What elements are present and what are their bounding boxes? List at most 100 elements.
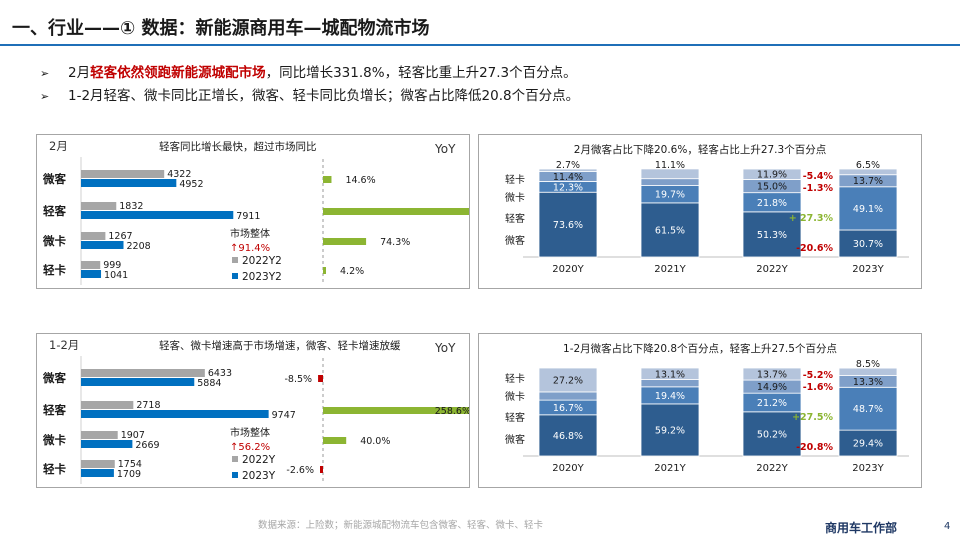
segment-value-label: 49.1%: [853, 204, 883, 215]
segment-value-label: 30.7%: [853, 239, 883, 250]
segment-value-label: 48.7%: [853, 404, 883, 415]
stack-segment: [838, 386, 898, 431]
period-label: 1-2月: [49, 338, 79, 352]
stack-segment: [742, 168, 802, 180]
data-source-note: 数据来源：上险数；新能源城配物流车包含微客、轻客、微卡、轻卡: [258, 520, 544, 531]
segment-name-label: 微卡: [505, 191, 525, 204]
yoy-value-label: -2.6%: [286, 465, 314, 476]
ytd-volume-chart: 1-2月 轻客、微卡增速高于市场增速，微客、轻卡增速放缓 YoY 微客 64335884…: [42, 338, 473, 484]
share-change-label: -5.2%: [803, 370, 834, 381]
year-label: 2021Y: [654, 264, 686, 275]
segment-value-label: 46.8%: [553, 431, 583, 442]
yoy-value-label: 40.0%: [360, 436, 390, 447]
bar-curr: [81, 410, 269, 418]
legend-swatch-curr: [232, 472, 238, 478]
bar-prev-value: 4322: [167, 169, 191, 180]
category-label: 微客: [42, 371, 66, 385]
yoy-value-label: 14.6%: [345, 175, 375, 186]
market-total-label: 市场整体: [230, 227, 270, 240]
yoy-bar: [320, 466, 323, 473]
bar-prev: [81, 431, 118, 439]
category-label: 轻客: [43, 403, 66, 417]
share-change-label: -20.8%: [796, 442, 833, 453]
segment-value-label: 50.2%: [757, 429, 787, 440]
department-label: 商用车工作部: [825, 521, 898, 535]
bar-curr: [81, 241, 124, 249]
panel-ytd-volume: 1-2月 轻客、微卡增速高于市场增速，微客、轻卡增速放缓 YoY 微客 6433 5884…: [36, 333, 473, 488]
bar-curr-value: 2669: [135, 440, 159, 451]
bar-prev-value: 999: [103, 260, 121, 271]
panel-feb-volume: 2月 轻客同比增长最快，超过市场同比 YoY 微客 4322 4952 轻客 1832 7911…: [36, 134, 516, 289]
bar-curr: [81, 469, 114, 477]
yoy-bar: [318, 375, 323, 382]
segment-name-label: 轻客: [505, 411, 525, 424]
segment-value-label: 21.8%: [757, 198, 787, 209]
segment-name-label: 轻客: [505, 212, 525, 225]
segment-value-label: 19.7%: [655, 190, 685, 201]
segment-value-label: 27.2%: [553, 375, 583, 386]
yoy-bar: [323, 267, 326, 274]
stack-segment: [538, 367, 598, 393]
yoy-value-label: 4.2%: [340, 266, 364, 277]
bar-prev: [81, 232, 106, 240]
bar-prev: [81, 369, 205, 377]
legend-swatch-prev: [232, 456, 238, 462]
segment-value-label: 14.9%: [757, 382, 787, 393]
bullet-2: ➢ 1-2月轻客、微卡同比正增长，微客、轻卡同比负增长；微客占比降低20.8个百分…: [40, 85, 579, 108]
bar-prev-value: 6433: [208, 368, 232, 379]
page-title: 一、行业——① 数据：新能源商用车—城配物流市场: [12, 18, 430, 39]
bar-prev: [81, 261, 101, 269]
stack-segment: [640, 403, 700, 457]
yoy-bar: [323, 407, 473, 414]
legend-label-curr: 2023Y2: [242, 271, 282, 283]
year-label: 2021Y: [654, 463, 686, 474]
stack-segment: [538, 414, 598, 457]
share-change-label: -1.6%: [803, 382, 834, 393]
bar-curr-value: 9747: [272, 410, 296, 421]
yoy-bar: [323, 437, 347, 444]
arrow-bullet-icon: ➢: [40, 67, 50, 80]
stack-segment: [838, 229, 898, 258]
market-total-change: ↑56.2%: [230, 442, 270, 453]
segment-value-label: 73.6%: [553, 220, 583, 231]
bar-curr-value: 5884: [197, 378, 221, 389]
segment-value-label: 8.5%: [856, 359, 880, 370]
year-label: 2022Y: [756, 264, 788, 275]
stack-segment: [742, 367, 802, 381]
bar-curr-value: 4952: [179, 179, 203, 190]
yoy-header: YoY: [434, 341, 456, 355]
year-label: 2022Y: [756, 463, 788, 474]
bullet-1-highlight: 轻客依然领跑新能源城配市场: [90, 65, 266, 81]
stack-segment: [838, 367, 898, 376]
segment-value-label: 15.0%: [757, 182, 787, 193]
year-label: 2020Y: [552, 463, 584, 474]
bar-curr: [81, 179, 177, 187]
bar-curr-value: 1709: [117, 469, 141, 480]
stack-segment: [640, 168, 700, 180]
yoy-bar: [323, 176, 332, 183]
year-label: 2023Y: [852, 463, 884, 474]
year-label: 2020Y: [552, 264, 584, 275]
segment-value-label: 13.3%: [853, 377, 883, 388]
segment-value-label: 59.2%: [655, 425, 685, 436]
segment-value-label: 6.5%: [856, 160, 880, 171]
share-change-label: + 27.3%: [789, 213, 834, 224]
segment-value-label: 11.4%: [553, 172, 583, 183]
segment-value-label: 2.7%: [556, 160, 580, 171]
share-change-label: -1.3%: [803, 183, 834, 194]
arrow-bullet-icon: ➢: [40, 90, 50, 103]
category-label: 轻卡: [43, 462, 66, 476]
bar-prev: [81, 202, 117, 210]
share-change-label: -5.4%: [803, 171, 834, 182]
bar-prev-value: 1907: [121, 430, 145, 441]
bullet-1-pre: 2月: [68, 65, 91, 81]
segment-value-label: 19.4%: [655, 391, 685, 402]
bar-prev: [81, 460, 115, 468]
segment-value-label: 16.7%: [553, 403, 583, 414]
stack-segment: [538, 168, 598, 172]
bar-prev: [81, 170, 165, 178]
bar-curr: [81, 378, 195, 386]
